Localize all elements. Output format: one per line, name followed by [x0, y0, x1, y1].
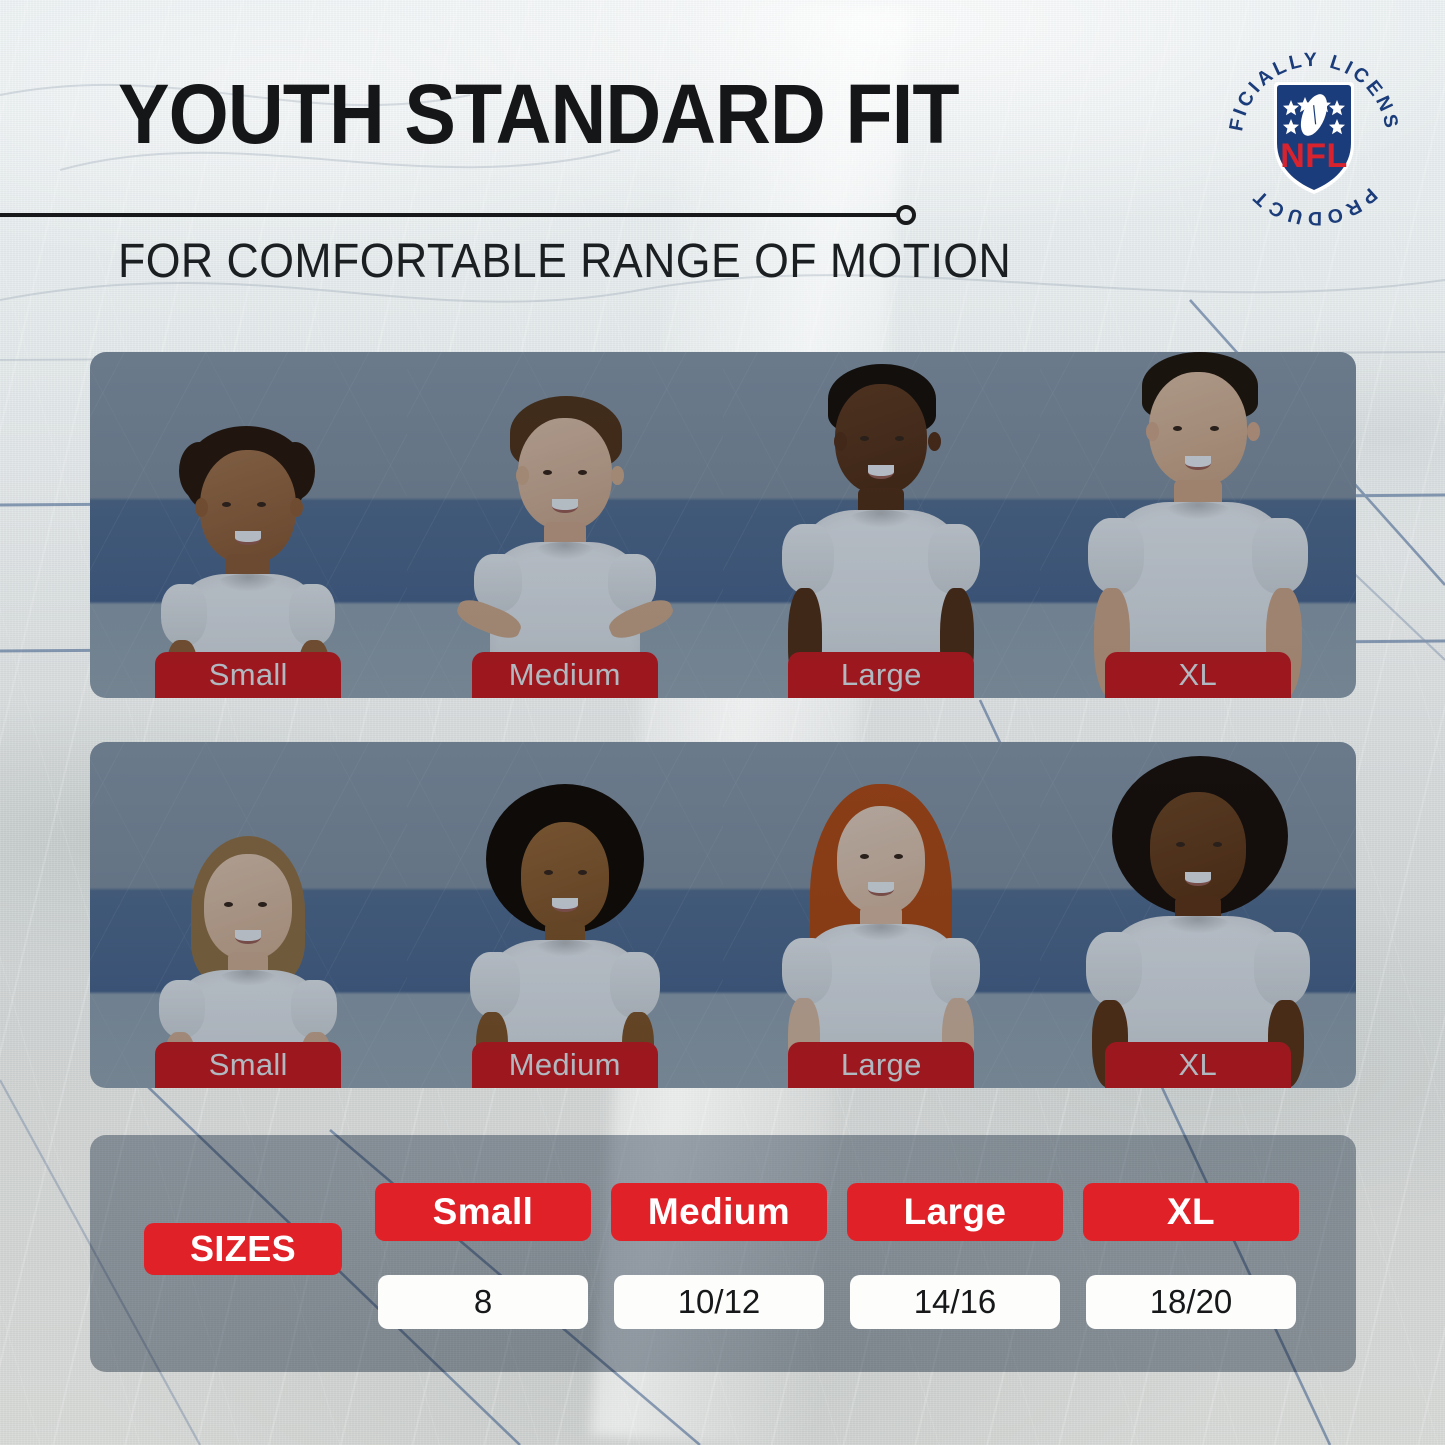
- photo-panel-slate-overlay: [90, 742, 1356, 1088]
- page-subtitle: FOR COMFORTABLE RANGE OF MOTION: [118, 235, 1012, 288]
- photo-panel-boys-row: Small Medium: [90, 352, 1356, 698]
- sizes-table: SIZES Small Medium Large XL 8 10/12 14/1…: [90, 1135, 1356, 1372]
- seal-nfl-wordmark: NFL: [1280, 137, 1348, 175]
- sizes-value-xl: 18/20: [1086, 1275, 1296, 1329]
- title-divider-rule: [0, 213, 900, 217]
- sizes-header-small: Small: [375, 1183, 591, 1241]
- nfl-officially-licensed-product-seal: OFFICIALLY LICENSED PRODUCT NFL: [1216, 40, 1399, 229]
- sizes-header-xl: XL: [1083, 1183, 1299, 1241]
- page-title: YOUTH STANDARD FIT: [118, 67, 960, 161]
- sizes-header-large: Large: [847, 1183, 1063, 1241]
- sizes-value-medium: 10/12: [614, 1275, 824, 1329]
- nfl-shield-icon: NFL: [1274, 82, 1354, 194]
- sizes-header-medium: Medium: [611, 1183, 827, 1241]
- photo-panel-slate-overlay: [90, 352, 1356, 698]
- sizes-row-label: SIZES: [144, 1223, 342, 1275]
- title-divider-end-dot: [896, 205, 916, 225]
- sizes-value-small: 8: [378, 1275, 588, 1329]
- sizes-table-panel: SIZES Small Medium Large XL 8 10/12 14/1…: [90, 1135, 1356, 1372]
- football-icon: [1300, 94, 1328, 136]
- sizes-value-large: 14/16: [850, 1275, 1060, 1329]
- photo-panel-girls-row: Small Medium: [90, 742, 1356, 1088]
